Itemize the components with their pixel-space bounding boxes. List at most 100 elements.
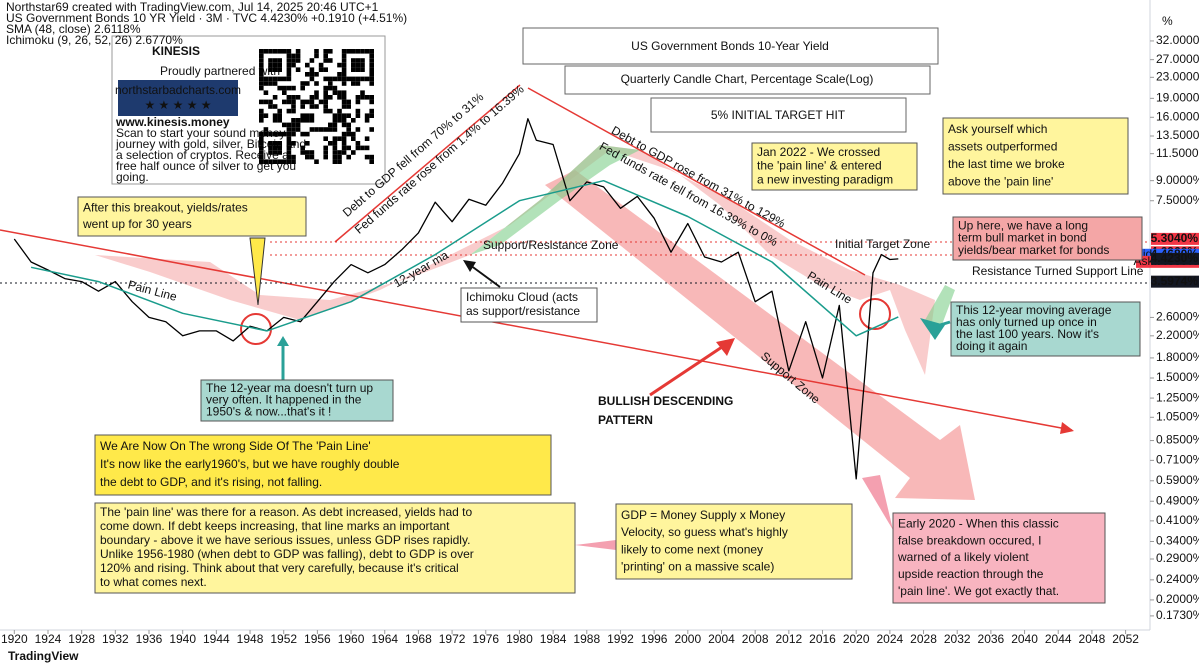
qr-module — [277, 145, 282, 151]
x-tick-label: 2052 — [1112, 632, 1139, 646]
annotation-text: It's now like the early1960's, but we ha… — [100, 457, 400, 471]
x-tick-label: 2004 — [708, 632, 735, 646]
sponsor-text: going. — [116, 170, 149, 184]
arrow — [649, 343, 726, 397]
x-tick-label: 2020 — [843, 632, 870, 646]
qr-module — [355, 145, 361, 151]
qr-module — [282, 99, 287, 105]
qr-module — [351, 131, 356, 137]
qr-module — [337, 62, 342, 68]
qr-module — [360, 49, 365, 54]
y-tick-label: 1.8000% — [1156, 350, 1199, 364]
qr-module — [318, 99, 324, 105]
qr-module — [259, 99, 264, 105]
qr-module — [295, 49, 301, 54]
qr-module — [355, 58, 361, 63]
qr-module — [328, 127, 333, 132]
qr-module — [286, 62, 292, 68]
qr-module — [282, 90, 287, 95]
y-tick-label: 0.1730% — [1156, 608, 1199, 622]
qr-module — [341, 136, 347, 141]
annotation-text: come down. If debt keeps increasing, tha… — [100, 519, 450, 533]
qr-module — [259, 67, 264, 72]
pain-line — [0, 229, 1073, 431]
y-tick-label: 13.5000% — [1156, 128, 1199, 142]
sponsor-text: a selection of cryptos. Receive a — [116, 148, 289, 162]
qr-module — [282, 122, 287, 128]
x-tick-label: 1968 — [405, 632, 432, 646]
annotation-box — [94, 434, 552, 496]
header-text: US Government Bonds 10 YR Yield · 3M · T… — [6, 11, 407, 25]
qr-module — [314, 95, 319, 100]
price-badge-label: 5.3040% — [1151, 231, 1199, 245]
arrow — [929, 320, 951, 330]
qr-module — [314, 81, 319, 86]
y-tick-label: 0.2400% — [1156, 572, 1199, 586]
annotation-text: The 12-year ma doesn't turn up — [206, 381, 373, 395]
annotation-box — [950, 301, 1141, 357]
ichimoku-cloud — [470, 145, 640, 255]
qr-module — [286, 131, 292, 137]
x-tick-label: 1976 — [472, 632, 499, 646]
annotation-box — [77, 196, 307, 237]
qr-module — [272, 113, 278, 118]
target-text: 5% INITIAL TARGET HIT — [711, 108, 846, 122]
x-tick-label: 1924 — [35, 632, 62, 646]
qr-module — [364, 49, 370, 54]
qr-module — [272, 159, 278, 164]
qr-module — [309, 95, 315, 100]
qr-module — [286, 53, 292, 59]
qr-module — [291, 141, 296, 146]
qr-module — [364, 113, 370, 118]
qr-module — [291, 104, 296, 109]
qr-module — [291, 131, 296, 137]
annotation-text: a new investing paradigm — [757, 172, 893, 186]
chart-label: Initial Target Zone — [835, 237, 930, 251]
chart-label: BULLISH DESCENDING — [598, 394, 733, 408]
qr-module — [318, 67, 324, 72]
qr-module — [291, 53, 296, 59]
qr-module — [341, 145, 347, 151]
qr-module — [263, 76, 269, 82]
x-tick-label: 2024 — [877, 632, 904, 646]
qr-module — [323, 58, 328, 63]
qr-module — [369, 108, 374, 114]
qr-module — [323, 127, 328, 132]
qr-module — [300, 99, 305, 105]
qr-module — [369, 72, 374, 77]
qr-module — [360, 58, 365, 63]
qr-module — [341, 62, 347, 68]
qr-module — [364, 118, 370, 123]
sponsor-text: ★ ★ ★ ★ ★ — [144, 98, 211, 112]
price-badge — [1151, 252, 1199, 265]
arrow-head — [920, 318, 945, 340]
annotation-text: has only turned up once in — [956, 315, 1097, 329]
qr-module — [291, 118, 296, 123]
qr-module — [369, 81, 374, 86]
moving-average-line — [30, 179, 899, 337]
x-tick-label: 1944 — [203, 632, 230, 646]
qr-module — [268, 67, 273, 72]
qr-module — [328, 95, 333, 100]
callout-pointer — [862, 475, 893, 530]
qr-module — [360, 145, 365, 151]
qr-module — [305, 118, 310, 123]
qr-module — [346, 99, 351, 105]
chart-title: US Government Bonds 10-Year Yield — [631, 39, 829, 53]
annotation-text: upside reaction through the — [898, 567, 1044, 581]
qr-module — [328, 49, 333, 54]
qr-module — [369, 127, 374, 132]
annotation-text: Ichimoku Cloud (acts — [466, 290, 578, 304]
qr-module — [277, 67, 282, 72]
qr-module — [341, 81, 347, 86]
qr-module — [332, 90, 338, 95]
qr-module — [259, 159, 264, 164]
qr-module — [351, 118, 356, 123]
qr-module — [295, 118, 301, 123]
x-tick-label: 1936 — [136, 632, 163, 646]
qr-module — [332, 113, 338, 118]
qr-module — [323, 49, 328, 54]
sponsor-text: northstarbadcharts.com — [115, 83, 241, 97]
qr-module — [268, 150, 273, 155]
qr-module — [323, 145, 328, 151]
